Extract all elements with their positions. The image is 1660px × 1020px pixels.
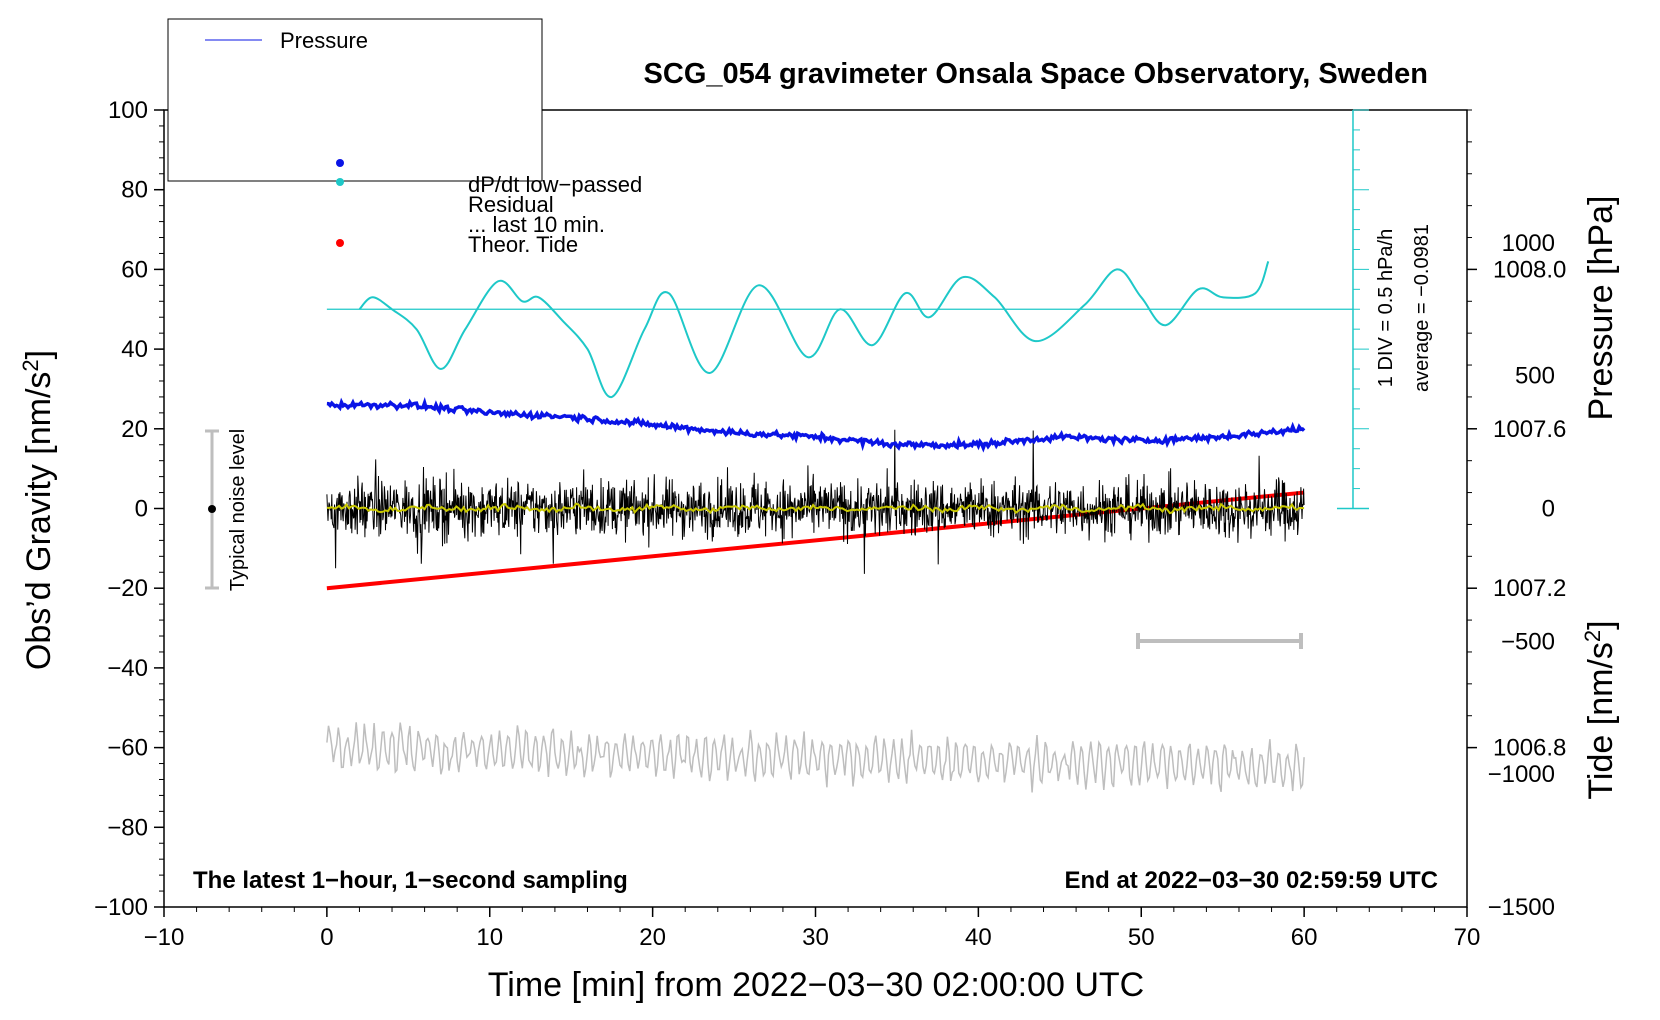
dpdt-average-label: average = −0.0981 xyxy=(1411,224,1433,392)
x-tick-label: 30 xyxy=(802,924,829,951)
legend: Pressure dP/dt low−passed Residual ... l… xyxy=(167,18,642,257)
x-tick-label: 20 xyxy=(639,924,666,951)
x-tick-label: 50 xyxy=(1128,924,1155,951)
y-tick-label: 80 xyxy=(121,177,148,204)
tide-tick-label: −1500 xyxy=(1488,894,1555,921)
y-axis-label: Obs’d Gravity [nm/s2] xyxy=(18,350,58,670)
x-tick-label: 0 xyxy=(320,924,333,951)
series-last10 xyxy=(326,502,1305,515)
y-tick-label: 0 xyxy=(135,496,148,523)
tide-axis-label: Tide [nm/s2] xyxy=(1580,620,1620,799)
x-tick-label: 70 xyxy=(1454,924,1481,951)
y-tick-label: −100 xyxy=(94,894,148,921)
y-tick-label: −60 xyxy=(107,735,148,762)
pressure-axis-label: Pressure [hPa] xyxy=(1582,196,1620,421)
pressure-tick-label: 1008.0 xyxy=(1493,256,1566,283)
y-tick-label: 40 xyxy=(121,336,148,363)
pressure-tick-label: 1007.6 xyxy=(1493,416,1566,443)
legend-box xyxy=(167,18,543,182)
noise-level-indicator: Typical noise level xyxy=(205,429,249,591)
y-tick-label: 60 xyxy=(121,256,148,283)
x-tick-label: 60 xyxy=(1291,924,1318,951)
legend-red-dot xyxy=(336,239,344,247)
chart-title: SCG_054 gravimeter Onsala Space Observat… xyxy=(644,58,1428,90)
noise-bar-dot xyxy=(208,505,216,513)
y-tick-label: −20 xyxy=(107,575,148,602)
y-tick-label: 20 xyxy=(121,416,148,443)
note-left: The latest 1−hour, 1−second sampling xyxy=(193,867,628,894)
y-tick-label: −40 xyxy=(107,655,148,682)
tide-tick-label: 0 xyxy=(1542,496,1555,523)
series-layer xyxy=(326,261,1353,793)
tide-tick-label: −500 xyxy=(1501,628,1555,655)
series-residual xyxy=(326,429,1305,574)
y-tick-label: −80 xyxy=(107,814,148,841)
legend-last10: ... last 10 min. xyxy=(468,212,605,237)
pressure-tick-label: 1007.2 xyxy=(1493,575,1566,602)
note-right: End at 2022−03−30 02:59:59 UTC xyxy=(1064,867,1438,894)
tide-tick-label: 500 xyxy=(1515,363,1555,390)
x-tick-label: −10 xyxy=(144,924,185,951)
ticks-layer: −10 0 10 20 30 40 50 60 70−100−80−60−40−20020406… xyxy=(94,97,1566,951)
series-dpdt xyxy=(358,261,1270,398)
series-pressure xyxy=(326,397,1306,453)
series-tide-detail xyxy=(326,722,1305,793)
tide-tick-label: −1000 xyxy=(1488,761,1555,788)
pressure-tick-label: 1006.8 xyxy=(1493,735,1566,762)
legend-blue-dot xyxy=(336,159,344,167)
x-tick-label: 40 xyxy=(965,924,992,951)
legend-pressure: Pressure xyxy=(280,28,368,53)
dpdt-scale-label: 1 DIV = 0.5 hPa/h xyxy=(1375,229,1397,387)
tide-tick-label: 1000 xyxy=(1502,230,1555,257)
x-tick-label: 10 xyxy=(476,924,503,951)
x-axis-label: Time [min] from 2022−03−30 02:00:00 UTC xyxy=(488,966,1144,1004)
noise-label: Typical noise level xyxy=(227,429,249,591)
y-tick-label: 100 xyxy=(108,97,148,124)
tide-scale-bar xyxy=(1136,633,1303,649)
legend-cyan-dot xyxy=(336,178,344,186)
legend-theor-tide: Theor. Tide xyxy=(468,232,578,257)
legend-dpdt: dP/dt low−passed xyxy=(468,172,642,197)
legend-residual: Residual xyxy=(468,192,554,217)
